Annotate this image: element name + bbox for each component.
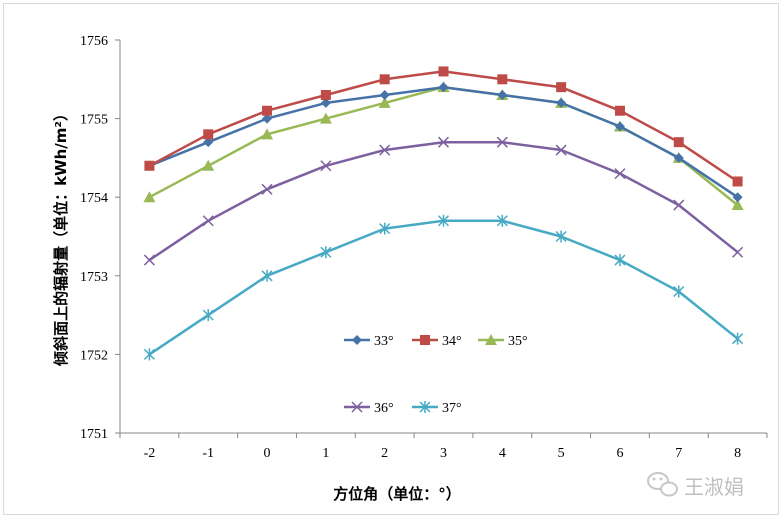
x-tick-label: 4: [499, 446, 506, 461]
legend-label: 37°: [442, 401, 462, 416]
data-point: [320, 246, 332, 259]
watermark: 王淑娟: [647, 472, 744, 499]
chart-frame: [3, 3, 779, 515]
data-point: [438, 82, 449, 93]
watermark-text: 王淑娟: [684, 475, 744, 499]
data-point: [732, 176, 743, 187]
x-tick-label: 3: [440, 446, 447, 461]
x-tick-label: 8: [734, 446, 741, 461]
data-point: [497, 74, 508, 85]
data-point: [261, 183, 273, 195]
data-point: [438, 66, 449, 77]
data-point: [732, 246, 744, 258]
data-point: [378, 96, 391, 108]
data-point: [379, 74, 390, 85]
legend-label: 34°: [442, 334, 462, 349]
data-point: [556, 97, 567, 108]
legend-item-1: 33°: [344, 334, 394, 349]
data-point: [202, 215, 214, 227]
data-point: [437, 214, 450, 227]
data-point: [614, 254, 626, 267]
legend-item-4: 36°: [344, 401, 394, 416]
data-point: [262, 113, 273, 124]
data-point: [496, 214, 508, 227]
x-tick-label: -1: [202, 446, 214, 461]
y-tick-label: 1751: [80, 427, 108, 442]
legend-swatch-marker: [419, 401, 431, 413]
series-line: [148, 140, 739, 262]
series-1: [144, 82, 743, 203]
data-point: [261, 269, 273, 282]
data-point: [319, 112, 332, 124]
data-point: [614, 121, 625, 132]
x-tick-label: 6: [616, 446, 623, 461]
data-point: [320, 97, 331, 108]
data-point: [203, 137, 214, 148]
data-point: [320, 90, 331, 101]
legend-item-5: 37°: [412, 401, 462, 416]
axes: 1751 1752 1753 1754 1755 1756 -2 -1 0 1 2 3 4 5 6 7 8: [80, 34, 768, 461]
data-point: [262, 105, 273, 116]
data-point: [261, 128, 274, 140]
data-point: [732, 332, 744, 345]
x-tick-label: 7: [675, 446, 682, 461]
data-point: [143, 191, 156, 203]
x-tick-label: 2: [381, 446, 388, 461]
series-4: [143, 136, 744, 266]
data-point: [556, 82, 567, 93]
x-tick-label: 1: [322, 446, 329, 461]
data-point: [673, 199, 685, 211]
data-point: [732, 192, 743, 203]
data-point: [496, 136, 508, 148]
y-tick-label: 1754: [80, 191, 108, 206]
legend: 33° 34° 35° 36° 37°: [344, 334, 528, 416]
data-point: [379, 222, 391, 235]
data-point: [673, 137, 684, 148]
data-point: [673, 152, 684, 163]
series-line: [148, 85, 739, 207]
legend-swatch-marker: [420, 335, 430, 345]
y-axis-title: 倾斜面上的辐射量（单位：kWh/m²）: [52, 106, 70, 367]
data-point: [731, 199, 744, 211]
data-point: [143, 254, 155, 266]
legend-item-2: 34°: [412, 334, 462, 349]
data-point: [614, 168, 626, 180]
data-point: [202, 309, 214, 322]
data-point: [379, 90, 390, 101]
data-point: [143, 348, 155, 361]
data-point: [614, 105, 625, 116]
x-tick-label: 5: [558, 446, 565, 461]
data-point: [202, 159, 215, 171]
legend-label: 36°: [374, 401, 394, 416]
data-point: [555, 230, 567, 243]
legend-label: 33°: [374, 334, 394, 349]
data-point: [379, 144, 391, 156]
legend-swatch-marker: [485, 334, 497, 345]
data-point: [555, 144, 567, 156]
x-tick-label: -2: [144, 446, 156, 461]
series-2: [144, 66, 743, 187]
legend-swatch-marker: [352, 335, 362, 345]
data-point: [673, 285, 685, 298]
x-tick-label: 0: [264, 446, 271, 461]
data-point: [437, 136, 450, 148]
x-axis-title: 方位角（单位：°）: [333, 485, 461, 503]
series-layer: [143, 66, 744, 361]
y-tick-label: 1753: [80, 270, 108, 285]
data-point: [497, 90, 508, 101]
legend-swatch-marker: [351, 401, 363, 413]
data-point: [203, 129, 214, 140]
data-point: [144, 160, 155, 171]
series-5: [143, 214, 744, 361]
y-tick-label: 1755: [80, 113, 108, 128]
data-point: [320, 160, 332, 172]
legend-label: 35°: [508, 334, 528, 349]
legend-item-3: 35°: [478, 334, 528, 349]
y-tick-label: 1756: [80, 34, 108, 49]
y-tick-label: 1752: [80, 348, 108, 363]
wechat-icon: [647, 472, 678, 497]
